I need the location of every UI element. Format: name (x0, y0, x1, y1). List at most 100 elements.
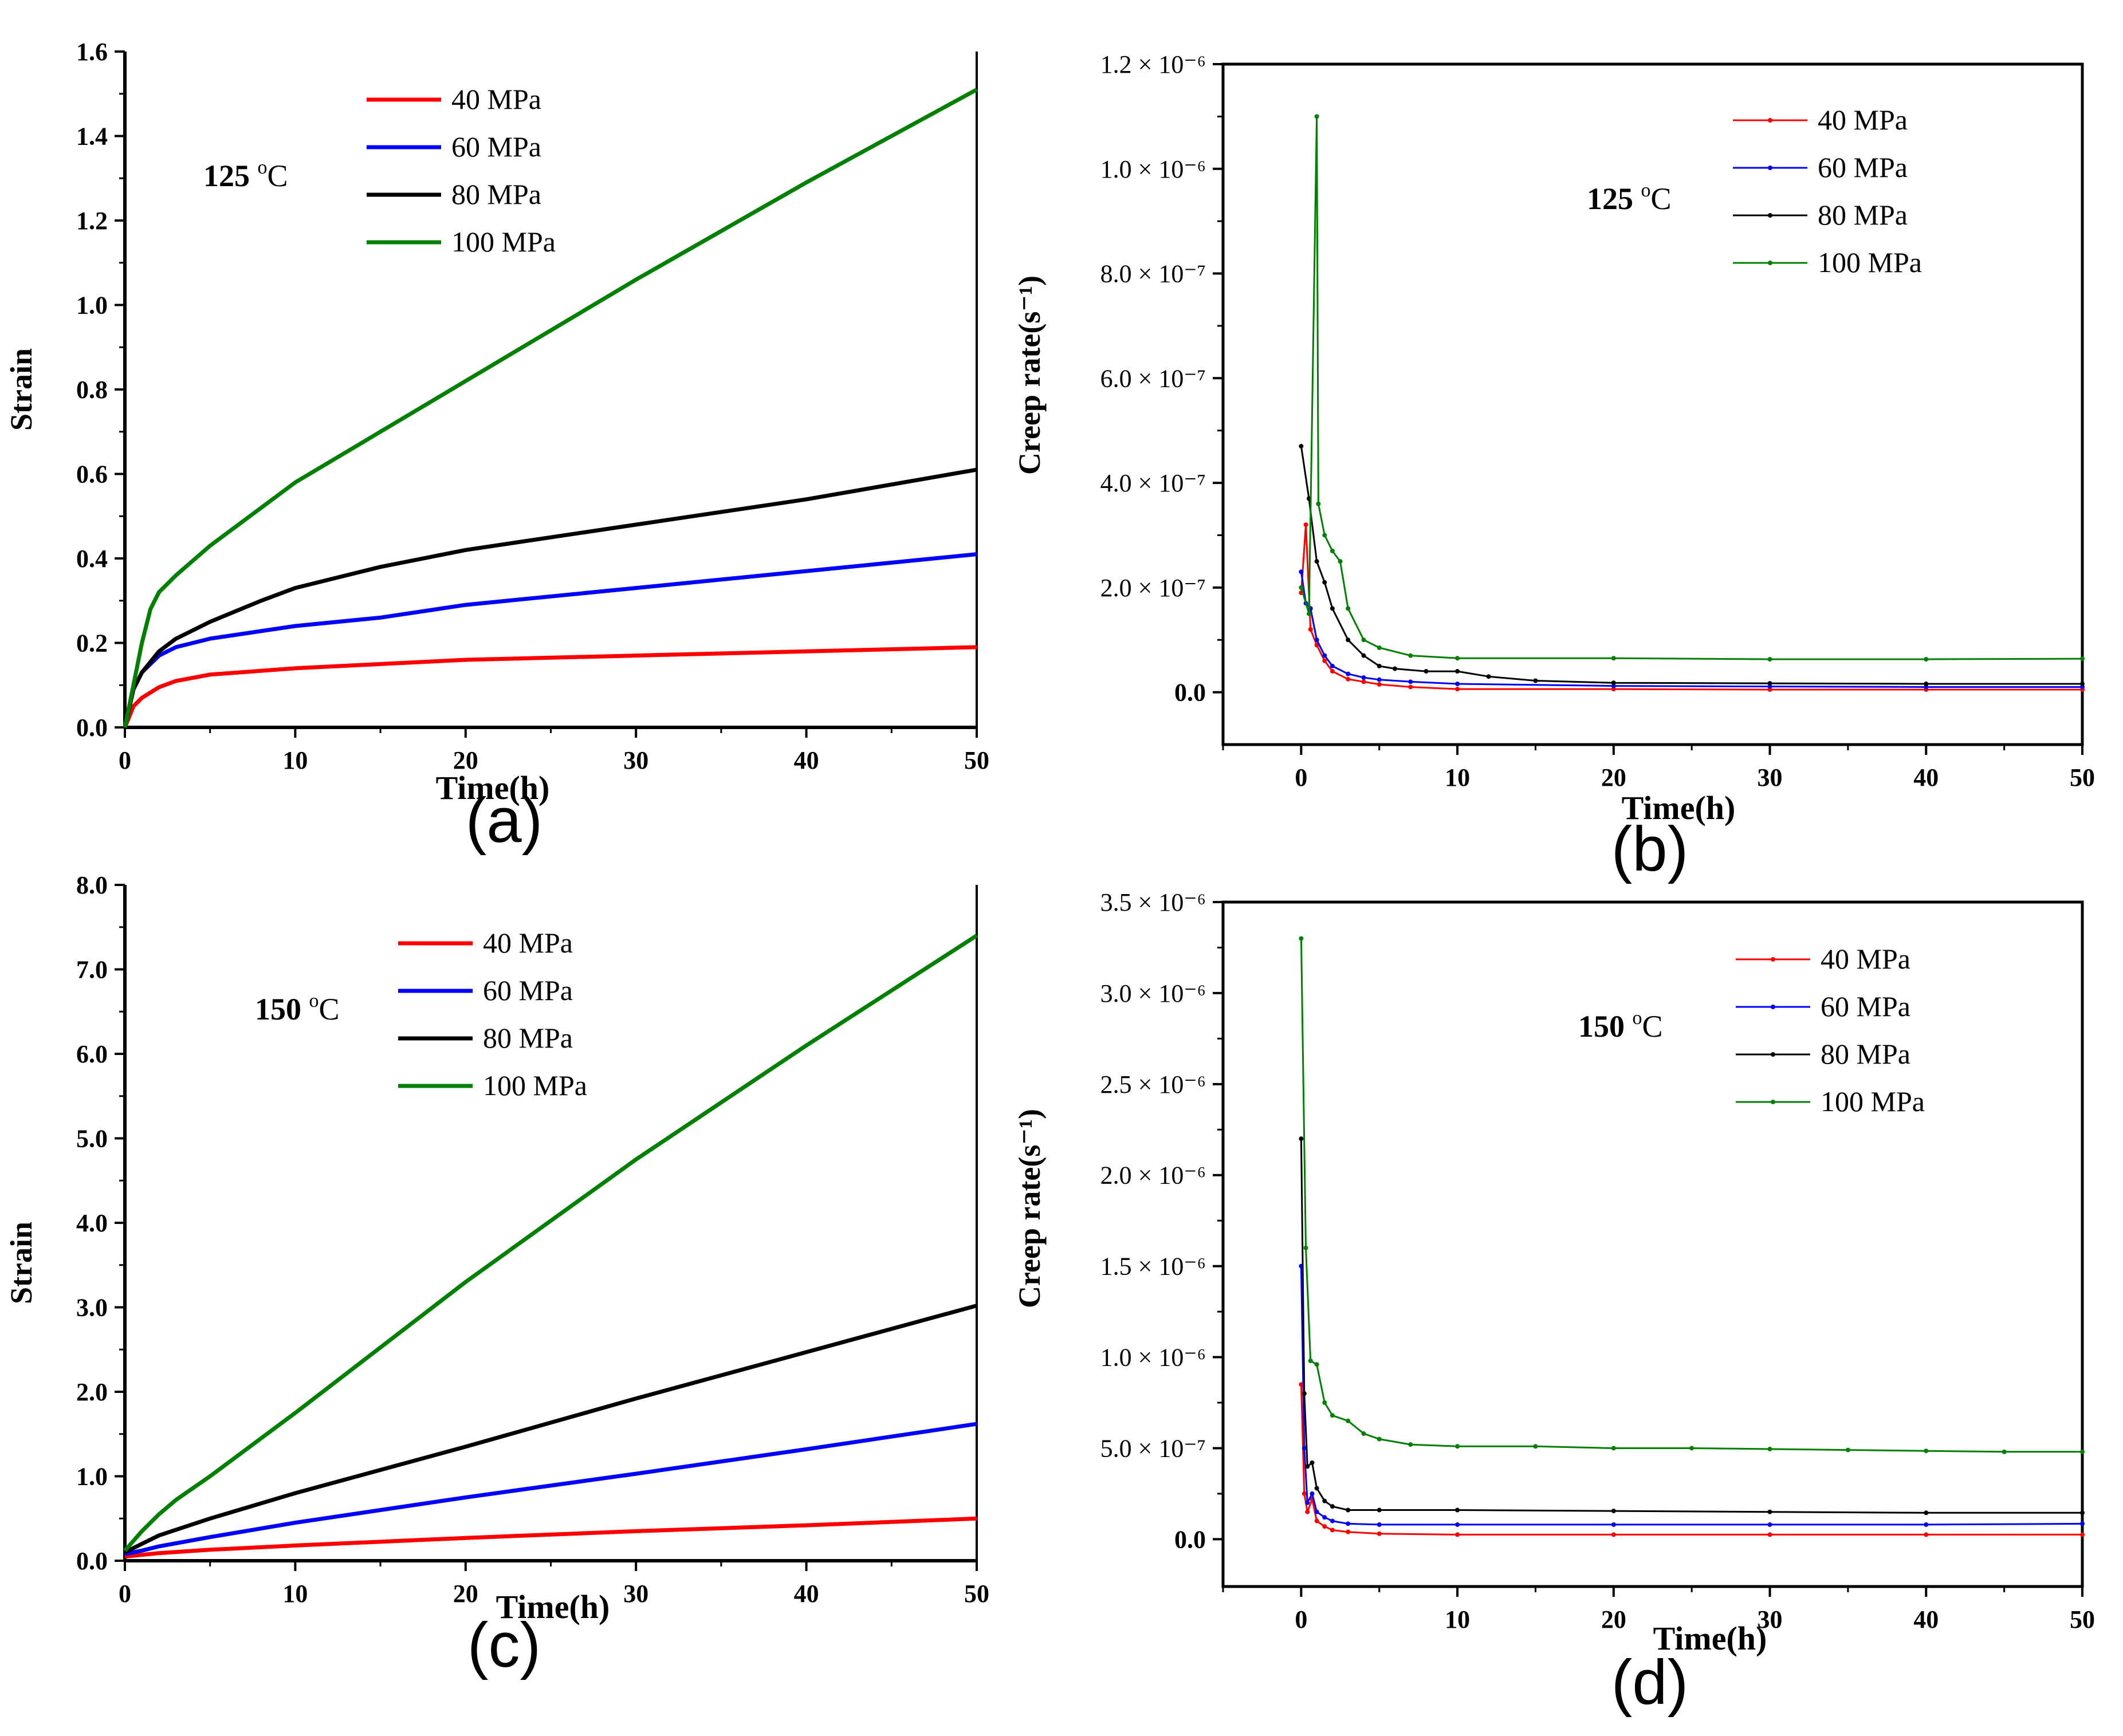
x-tick-label: 0 (119, 1580, 131, 1608)
data-point (1455, 687, 1460, 692)
legend-label: 60 MPa (1818, 151, 1908, 183)
data-point (1314, 114, 1319, 119)
data-point (1314, 559, 1319, 564)
data-point (1299, 936, 1304, 941)
data-point (1767, 657, 1772, 662)
data-point (2080, 656, 2085, 662)
panel-label: (d) (1611, 1647, 1688, 1718)
legend-label: 100 MPa (483, 1069, 587, 1101)
data-point (1303, 1245, 1308, 1250)
data-point (1299, 444, 1304, 449)
data-point (1322, 1515, 1327, 1520)
series-line-40-mpa (123, 645, 977, 729)
x-tick-label: 30 (623, 746, 648, 774)
x-tick-label: 0 (1295, 763, 1307, 792)
data-point (1408, 653, 1413, 658)
data-point (1767, 684, 1772, 689)
data-point (1346, 1507, 1351, 1513)
legend-label: 40 MPa (483, 927, 573, 959)
legend-label: 40 MPa (1818, 104, 1908, 136)
data-point (1455, 1444, 1460, 1449)
data-point (2080, 1449, 2085, 1454)
data-point (1330, 1504, 1335, 1509)
data-point (1346, 637, 1351, 643)
legend-marker (1771, 957, 1775, 962)
x-tick-label: 10 (1445, 1605, 1470, 1633)
y-tick-label: 0.4 (76, 545, 108, 573)
data-point (1611, 1532, 1616, 1537)
data-point (1455, 1507, 1460, 1513)
x-tick-label: 40 (794, 1580, 819, 1608)
x-tick-label: 50 (964, 746, 989, 774)
data-point (1361, 679, 1366, 684)
panel-label: (c) (467, 1610, 541, 1680)
data-point (1316, 501, 1321, 506)
y-tick-label: 5.0 (76, 1125, 108, 1153)
y-tick-label: 2.5 × 10⁻⁶ (1100, 1070, 1206, 1099)
temperature-annotation: 150 oC (1578, 1007, 1663, 1044)
data-point (1611, 1522, 1616, 1527)
data-point (1486, 674, 1491, 679)
y-tick-label: 8.0 (76, 871, 108, 899)
legend-marker (1768, 261, 1772, 265)
y-axis-label: Creep rate(s⁻¹) (1012, 275, 1047, 475)
data-point (1330, 663, 1335, 668)
x-tick-label: 30 (623, 1580, 648, 1608)
data-point (1377, 1436, 1382, 1442)
plot-frame (1221, 900, 2084, 1588)
data-point (1767, 687, 1772, 692)
y-tick-label: 2.0 × 10⁻⁶ (1100, 1162, 1206, 1190)
data-point (2002, 1449, 2007, 1454)
y-tick-label: 1.0 (76, 292, 108, 320)
data-point (1455, 669, 1460, 674)
data-point (1346, 1529, 1351, 1534)
x-tick-label: 20 (1601, 763, 1626, 792)
y-tick-label: 0.0 (1174, 679, 1206, 707)
y-tick-label: 0.0 (76, 1547, 108, 1575)
x-tick-label: 10 (1445, 763, 1470, 792)
data-point (1314, 1509, 1319, 1514)
data-point (2080, 681, 2085, 686)
panel-label: (a) (466, 785, 542, 856)
data-point (1346, 1418, 1351, 1423)
data-point (1308, 627, 1313, 632)
data-point (1302, 1391, 1307, 1396)
y-tick-label: 1.4 (76, 123, 108, 151)
series-line-60-mpa (1300, 1266, 2083, 1526)
y-tick-label: 4.0 × 10⁻⁷ (1100, 469, 1206, 497)
y-tick-label: 0.0 (1174, 1525, 1206, 1553)
y-tick-label: 0.8 (76, 376, 108, 404)
data-point (1611, 687, 1616, 692)
y-tick-label: 3.0 × 10⁻⁶ (1100, 979, 1206, 1007)
data-point (1322, 658, 1327, 663)
data-point (1924, 681, 1929, 686)
y-tick-label: 2.0 × 10⁻⁷ (1100, 574, 1206, 602)
data-point (1611, 656, 1616, 661)
y-tick-label: 6.0 (76, 1040, 108, 1068)
y-axis-label: Strain (4, 1222, 38, 1304)
legend-label: 100 MPa (1818, 246, 1922, 278)
y-tick-label: 1.0 × 10⁻⁶ (1100, 155, 1206, 183)
data-point (1299, 569, 1304, 574)
data-point (1408, 679, 1413, 684)
y-axis-label: Strain (4, 348, 38, 431)
x-tick-label: 50 (964, 1580, 989, 1608)
data-point (2080, 1521, 2085, 1526)
data-point (1314, 637, 1319, 643)
data-point (1322, 533, 1327, 538)
legend-label: 100 MPa (451, 226, 556, 258)
series-line-40-mpa (124, 1516, 977, 1559)
legend-marker (1768, 166, 1772, 170)
series-line-60-mpa (123, 552, 977, 728)
data-point (1361, 1431, 1366, 1436)
data-point (2080, 1532, 2085, 1537)
series-line-100-mpa (123, 88, 978, 728)
legend-label: 80 MPa (1821, 1038, 1910, 1070)
data-point (2080, 1510, 2085, 1515)
x-axis-label: Time(h) (1653, 1620, 1767, 1657)
data-point (1308, 1358, 1313, 1363)
data-point (1533, 1444, 1538, 1449)
data-point (1611, 680, 1616, 686)
data-point (1767, 1447, 1772, 1452)
